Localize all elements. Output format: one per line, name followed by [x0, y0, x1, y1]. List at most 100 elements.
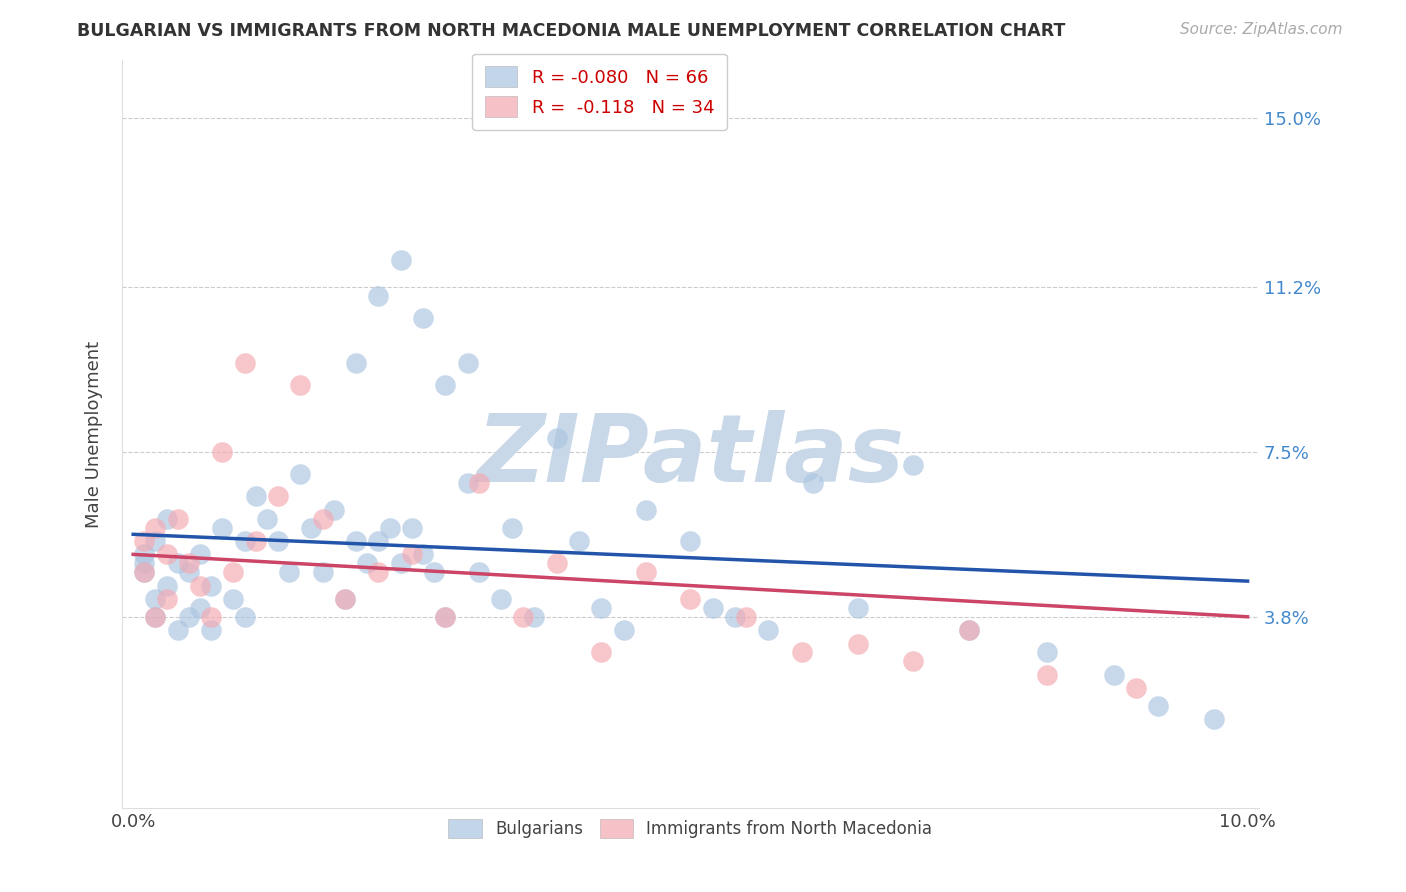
- Point: [501, 521, 523, 535]
- Point: [846, 636, 869, 650]
- Point: [546, 556, 568, 570]
- Point: [156, 547, 179, 561]
- Point: [188, 600, 211, 615]
- Point: [311, 565, 333, 579]
- Point: [166, 512, 188, 526]
- Point: [634, 565, 657, 579]
- Point: [188, 547, 211, 561]
- Point: [177, 609, 200, 624]
- Point: [245, 490, 267, 504]
- Point: [156, 591, 179, 606]
- Point: [758, 623, 780, 637]
- Point: [389, 556, 412, 570]
- Point: [145, 609, 167, 624]
- Point: [290, 467, 312, 482]
- Point: [267, 490, 290, 504]
- Text: Source: ZipAtlas.com: Source: ZipAtlas.com: [1180, 22, 1343, 37]
- Point: [1036, 645, 1059, 659]
- Point: [434, 378, 457, 392]
- Point: [344, 534, 367, 549]
- Point: [211, 521, 233, 535]
- Point: [356, 556, 378, 570]
- Point: [801, 476, 824, 491]
- Text: ZIPatlas: ZIPatlas: [477, 410, 904, 502]
- Point: [290, 378, 312, 392]
- Point: [423, 565, 446, 579]
- Point: [434, 609, 457, 624]
- Y-axis label: Male Unemployment: Male Unemployment: [86, 341, 103, 527]
- Point: [156, 512, 179, 526]
- Point: [591, 600, 613, 615]
- Point: [134, 565, 156, 579]
- Point: [1125, 681, 1147, 695]
- Point: [166, 556, 188, 570]
- Point: [233, 534, 256, 549]
- Point: [367, 534, 389, 549]
- Point: [333, 591, 356, 606]
- Point: [256, 512, 278, 526]
- Text: BULGARIAN VS IMMIGRANTS FROM NORTH MACEDONIA MALE UNEMPLOYMENT CORRELATION CHART: BULGARIAN VS IMMIGRANTS FROM NORTH MACED…: [77, 22, 1066, 40]
- Point: [145, 591, 167, 606]
- Point: [177, 556, 200, 570]
- Point: [156, 578, 179, 592]
- Point: [267, 534, 290, 549]
- Point: [568, 534, 591, 549]
- Point: [245, 534, 267, 549]
- Point: [311, 512, 333, 526]
- Point: [1204, 712, 1226, 726]
- Point: [367, 565, 389, 579]
- Point: [903, 654, 925, 668]
- Point: [846, 600, 869, 615]
- Point: [134, 565, 156, 579]
- Point: [200, 623, 222, 637]
- Point: [903, 458, 925, 473]
- Point: [612, 623, 634, 637]
- Point: [134, 534, 156, 549]
- Point: [1036, 667, 1059, 681]
- Point: [957, 623, 980, 637]
- Point: [134, 547, 156, 561]
- Point: [166, 623, 188, 637]
- Point: [634, 503, 657, 517]
- Point: [724, 609, 747, 624]
- Point: [467, 565, 489, 579]
- Point: [1102, 667, 1125, 681]
- Point: [401, 521, 423, 535]
- Point: [344, 356, 367, 370]
- Point: [233, 356, 256, 370]
- Point: [546, 432, 568, 446]
- Point: [412, 311, 434, 326]
- Point: [957, 623, 980, 637]
- Point: [523, 609, 546, 624]
- Point: [222, 591, 245, 606]
- Point: [200, 578, 222, 592]
- Point: [457, 476, 479, 491]
- Point: [222, 565, 245, 579]
- Legend: Bulgarians, Immigrants from North Macedonia: Bulgarians, Immigrants from North Macedo…: [441, 813, 939, 845]
- Point: [679, 534, 702, 549]
- Point: [367, 289, 389, 303]
- Point: [322, 503, 344, 517]
- Point: [457, 356, 479, 370]
- Point: [679, 591, 702, 606]
- Point: [301, 521, 323, 535]
- Point: [1147, 698, 1170, 713]
- Point: [735, 609, 758, 624]
- Point: [512, 609, 534, 624]
- Point: [134, 556, 156, 570]
- Point: [401, 547, 423, 561]
- Point: [145, 521, 167, 535]
- Point: [145, 609, 167, 624]
- Point: [200, 609, 222, 624]
- Point: [467, 476, 489, 491]
- Point: [489, 591, 512, 606]
- Point: [188, 578, 211, 592]
- Point: [233, 609, 256, 624]
- Point: [412, 547, 434, 561]
- Point: [591, 645, 613, 659]
- Point: [333, 591, 356, 606]
- Point: [702, 600, 724, 615]
- Point: [177, 565, 200, 579]
- Point: [434, 609, 457, 624]
- Point: [378, 521, 401, 535]
